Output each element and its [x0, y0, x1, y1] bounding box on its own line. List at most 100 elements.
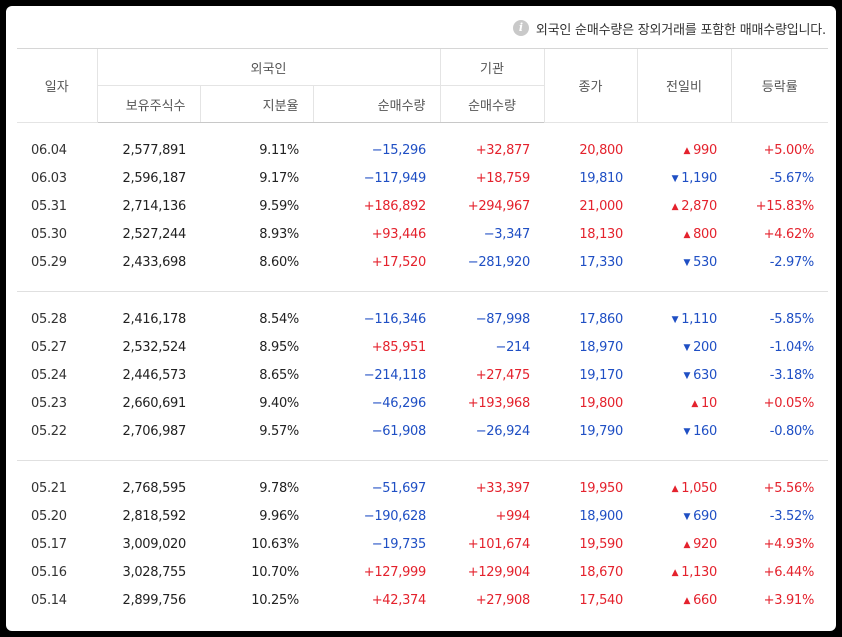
- header-foreign-ratio: 지분율: [199, 85, 313, 123]
- cell-rate: +3.91%: [763, 593, 815, 608]
- cell-foreign-net: +93,446: [371, 227, 427, 242]
- table-row: 05.17 3,009,020 10.63% −19,735 +101,674 19,59…: [17, 531, 828, 559]
- change-value: 200: [693, 340, 717, 355]
- cell-rate: +5.00%: [763, 143, 815, 158]
- cell-change: ▲ 10: [637, 390, 731, 418]
- cell-foreign-net: −116,346: [363, 312, 427, 327]
- cell-holdings: 2,714,136: [122, 199, 187, 214]
- change-value: 630: [693, 368, 717, 383]
- cell-foreign-net: +186,892: [363, 199, 427, 214]
- cell-ratio: 9.40%: [259, 396, 299, 411]
- change-value: 990: [693, 143, 717, 158]
- triangle-down-icon: ▼: [683, 427, 691, 437]
- cell-inst-net: +101,674: [467, 537, 531, 552]
- triangle-down-icon: ▼: [671, 174, 679, 184]
- cell-inst-net: +27,475: [475, 368, 531, 383]
- cell-ratio: 9.78%: [259, 481, 299, 496]
- change-value: 160: [693, 424, 717, 439]
- cell-close: 18,670: [579, 565, 623, 580]
- triangle-down-icon: ▼: [683, 258, 691, 268]
- table-row: 06.03 2,596,187 9.17% −117,949 +18,759 19,810…: [17, 165, 828, 193]
- cell-change: ▲ 1,050: [637, 475, 731, 503]
- cell-holdings: 2,596,187: [122, 171, 187, 186]
- notice-text: 외국인 순매수량은 장외거래를 포함한 매매수량입니다.: [535, 22, 826, 38]
- cell-change: ▲ 660: [637, 587, 731, 615]
- triangle-up-icon: ▲: [683, 230, 691, 240]
- cell-inst-net: −26,924: [475, 424, 531, 439]
- group-divider: [17, 290, 828, 292]
- cell-foreign-net: −51,697: [371, 481, 427, 496]
- cell-ratio: 10.63%: [251, 537, 299, 552]
- table-row: 05.28 2,416,178 8.54% −116,346 −87,998 17,860…: [17, 306, 828, 334]
- cell-inst-net: +32,877: [475, 143, 531, 158]
- cell-inst-net: −87,998: [475, 312, 531, 327]
- table-row: 05.20 2,818,592 9.96% −190,628 +994 18,900 ▼ 69…: [17, 503, 828, 531]
- cell-date: 05.28: [31, 312, 67, 327]
- cell-foreign-net: −19,735: [371, 537, 427, 552]
- header-close: 종가: [543, 48, 637, 123]
- cell-holdings: 2,577,891: [122, 143, 187, 158]
- cell-date: 05.20: [31, 509, 67, 524]
- change-value: 2,870: [681, 199, 717, 214]
- triangle-up-icon: ▲: [671, 202, 679, 212]
- cell-foreign-net: +42,374: [371, 593, 427, 608]
- cell-ratio: 9.59%: [259, 199, 299, 214]
- header-foreign: 외국인: [96, 48, 440, 86]
- cell-date: 05.31: [31, 199, 67, 214]
- cell-holdings: 2,433,698: [122, 255, 187, 270]
- cell-foreign-net: −61,908: [371, 424, 427, 439]
- table-row: 05.27 2,532,524 8.95% +85,951 −214 18,970 ▼ 200…: [17, 334, 828, 362]
- header-date: 일자: [17, 48, 97, 123]
- cell-date: 05.24: [31, 368, 67, 383]
- cell-ratio: 9.17%: [259, 171, 299, 186]
- cell-change: ▲ 920: [637, 531, 731, 559]
- cell-change: ▲ 1,130: [637, 559, 731, 587]
- cell-holdings: 3,028,755: [122, 565, 187, 580]
- cell-change: ▼ 630: [637, 362, 731, 390]
- cell-close: 19,800: [579, 396, 623, 411]
- cell-rate: -1.04%: [769, 340, 815, 355]
- table-row: 05.16 3,028,755 10.70% +127,999 +129,904 18,6…: [17, 559, 828, 587]
- triangle-up-icon: ▲: [671, 568, 679, 578]
- cell-ratio: 8.60%: [259, 255, 299, 270]
- cell-rate: +4.93%: [763, 537, 815, 552]
- triangle-up-icon: ▲: [683, 596, 691, 606]
- cell-ratio: 9.11%: [259, 143, 299, 158]
- cell-holdings: 2,899,756: [122, 593, 187, 608]
- cell-ratio: 8.65%: [259, 368, 299, 383]
- investor-trading-table: 일자 외국인 기관 종가 전일비 등락률 보유주식수 지분율 순매수량 순매수량…: [17, 48, 828, 629]
- cell-date: 05.23: [31, 396, 67, 411]
- cell-foreign-net: −190,628: [363, 509, 427, 524]
- table-row: 06.04 2,577,891 9.11% −15,296 +32,877 20,800 ▲…: [17, 137, 828, 165]
- table-row: 05.29 2,433,698 8.60% +17,520 −281,920 17,330…: [17, 249, 828, 277]
- table-row: 05.22 2,706,987 9.57% −61,908 −26,924 19,790 ▼…: [17, 418, 828, 446]
- change-value: 530: [693, 255, 717, 270]
- cell-change: ▲ 990: [637, 137, 731, 165]
- header-inst-net: 순매수량: [439, 85, 544, 123]
- cell-date: 05.14: [31, 593, 67, 608]
- triangle-down-icon: ▼: [671, 315, 679, 325]
- table-body: 06.04 2,577,891 9.11% −15,296 +32,877 20,800 ▲…: [17, 123, 828, 629]
- cell-foreign-net: −117,949: [363, 171, 427, 186]
- cell-date: 05.16: [31, 565, 67, 580]
- cell-close: 17,860: [579, 312, 623, 327]
- cell-close: 19,590: [579, 537, 623, 552]
- cell-rate: -3.52%: [769, 509, 815, 524]
- cell-inst-net: +18,759: [475, 171, 531, 186]
- cell-ratio: 10.70%: [251, 565, 299, 580]
- cell-change: ▼ 200: [637, 334, 731, 362]
- cell-inst-net: +27,908: [475, 593, 531, 608]
- cell-rate: -2.97%: [769, 255, 815, 270]
- change-value: 10: [701, 396, 717, 411]
- change-value: 1,190: [681, 171, 717, 186]
- cell-close: 18,970: [579, 340, 623, 355]
- cell-foreign-net: −214,118: [363, 368, 427, 383]
- triangle-down-icon: ▼: [683, 343, 691, 353]
- cell-inst-net: +193,968: [467, 396, 531, 411]
- cell-foreign-net: +17,520: [371, 255, 427, 270]
- cell-inst-net: −3,347: [483, 227, 531, 242]
- triangle-up-icon: ▲: [683, 146, 691, 156]
- triangle-up-icon: ▲: [671, 484, 679, 494]
- cell-inst-net: −214: [495, 340, 530, 355]
- change-value: 690: [693, 509, 717, 524]
